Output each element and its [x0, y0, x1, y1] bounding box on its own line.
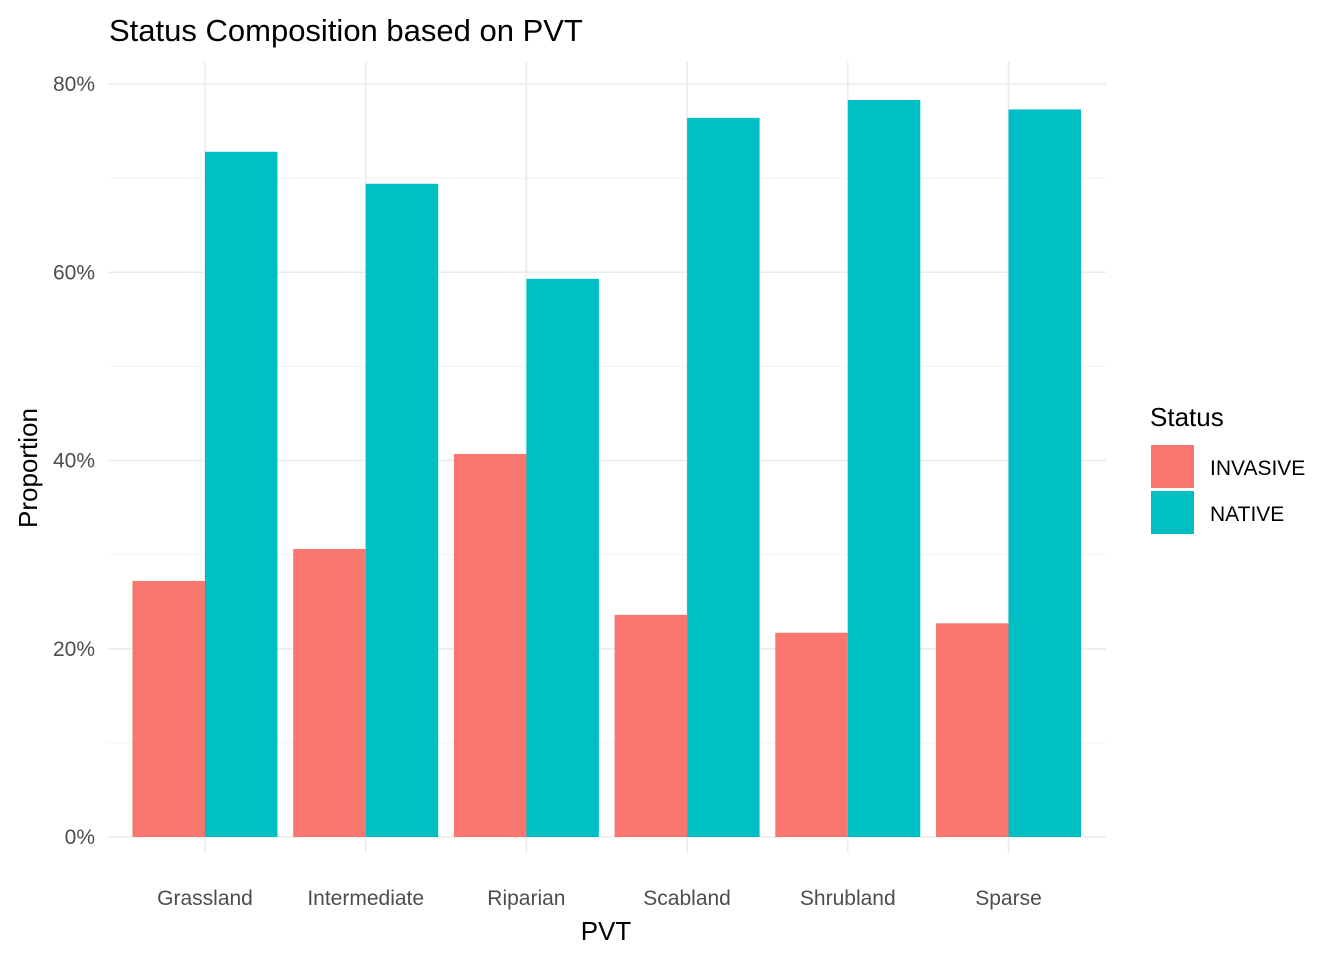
- bar-invasive-scabland: [614, 614, 688, 837]
- y-tick-label: 0%: [65, 826, 95, 849]
- x-tick-label: Sparse: [975, 887, 1042, 910]
- bar-native-scabland: [687, 117, 760, 837]
- bar-native-riparian: [526, 278, 599, 837]
- y-axis-title: Proportion: [13, 408, 43, 528]
- chart-title: Status Composition based on PVT: [109, 13, 583, 48]
- legend-title: Status: [1150, 402, 1224, 432]
- bar-invasive-riparian: [453, 453, 527, 837]
- bar-invasive-grassland: [132, 580, 205, 837]
- x-axis-title: PVT: [581, 916, 632, 946]
- x-axis-ticks: Grassland Intermediate Riparian Scabland Shr…: [157, 887, 1042, 910]
- bar-native-intermediate: [365, 183, 439, 837]
- y-tick-label: 60%: [53, 261, 95, 284]
- bar-invasive-intermediate: [293, 548, 366, 837]
- x-tick-label: Intermediate: [307, 887, 424, 910]
- y-axis-ticks: 0% 20% 40% 60% 80%: [53, 73, 95, 849]
- legend-key-invasive: [1151, 445, 1194, 488]
- x-tick-label: Riparian: [487, 887, 565, 910]
- legend: Status INVASIVE NATIVE: [1150, 402, 1305, 534]
- bar-invasive-shrubland: [775, 632, 848, 837]
- y-tick-label: 20%: [53, 638, 95, 661]
- y-tick-label: 40%: [53, 450, 95, 473]
- x-tick-label: Grassland: [157, 887, 253, 910]
- x-tick-label: Shrubland: [800, 887, 896, 910]
- bar-invasive-sparse: [936, 623, 1009, 837]
- legend-key-native: [1151, 491, 1194, 534]
- x-tick-label: Scabland: [643, 887, 731, 910]
- bar-native-shrubland: [847, 100, 921, 838]
- bar-native-sparse: [1008, 109, 1081, 837]
- bar-native-grassland: [205, 151, 278, 837]
- legend-label-native: NATIVE: [1210, 503, 1284, 526]
- bars: [132, 100, 1081, 838]
- legend-label-invasive: INVASIVE: [1210, 457, 1305, 480]
- y-tick-label: 80%: [53, 73, 95, 96]
